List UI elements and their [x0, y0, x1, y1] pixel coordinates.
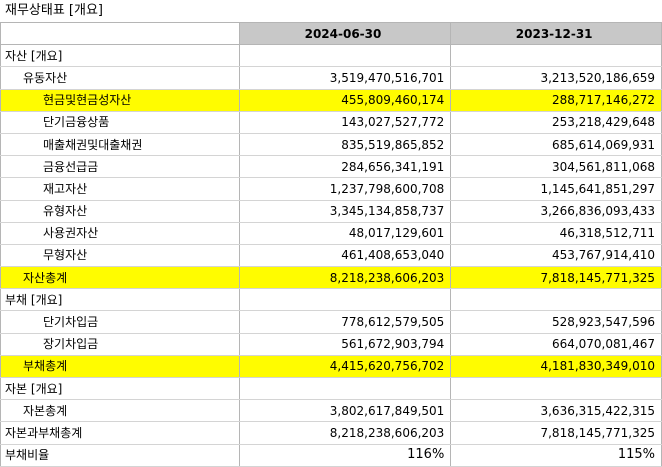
value-2024-06-30[interactable]: [238, 44, 451, 68]
value-2023-12-31[interactable]: 288,717,146,272: [450, 89, 662, 112]
value-2023-12-31[interactable]: [450, 44, 662, 68]
table-row[interactable]: 장기차입금 561,672,903,794 664,070,081,467: [0, 333, 662, 356]
value-2024-06-30[interactable]: 8,218,238,606,203: [238, 421, 451, 445]
value-2023-12-31[interactable]: 304,561,811,068: [450, 155, 662, 179]
row-label[interactable]: 부채비율: [0, 444, 240, 467]
value-2024-06-30[interactable]: 48,017,129,601: [238, 222, 451, 245]
row-label[interactable]: 금융선급금: [0, 155, 240, 179]
row-label[interactable]: 유형자산: [0, 200, 240, 223]
value-2024-06-30[interactable]: [238, 377, 451, 401]
row-label[interactable]: 현금및현금성자산: [0, 89, 240, 112]
value-2024-06-30[interactable]: 1,237,798,600,708: [238, 177, 451, 201]
row-label[interactable]: 사용권자산: [0, 222, 240, 245]
table-row[interactable]: 사용권자산 48,017,129,601 46,318,512,711: [0, 222, 662, 245]
row-label[interactable]: 매출채권및대출채권: [0, 133, 240, 157]
value-2023-12-31[interactable]: 3,636,315,422,315: [450, 399, 662, 423]
value-2023-12-31[interactable]: 685,614,069,931: [450, 133, 662, 157]
value-2023-12-31[interactable]: 453,767,914,410: [450, 244, 662, 268]
table-row[interactable]: 단기금융상품 143,027,527,772 253,218,429,648: [0, 111, 662, 134]
header-blank-cell: [0, 21, 240, 46]
table-row[interactable]: 부채 [개요]: [0, 288, 662, 312]
row-label[interactable]: 자본과부채총계: [0, 421, 240, 445]
table-row[interactable]: 부채총계 4,415,620,756,702 4,181,830,349,010: [0, 355, 662, 379]
row-label[interactable]: 장기차입금: [0, 333, 240, 356]
value-2024-06-30[interactable]: 461,408,653,040: [238, 244, 451, 268]
table-row[interactable]: 매출채권및대출채권 835,519,865,852 685,614,069,931: [0, 133, 662, 157]
balance-sheet-table: 2024-06-30 2023-12-31 자산 [개요] 유동자산 3,519,4…: [0, 21, 662, 467]
table-row[interactable]: 자본과부채총계 8,218,238,606,203 7,818,145,771,32…: [0, 421, 662, 445]
row-label[interactable]: 자산총계: [0, 266, 240, 290]
value-2023-12-31[interactable]: 115%: [450, 444, 662, 467]
value-2023-12-31[interactable]: 4,181,830,349,010: [450, 355, 662, 379]
value-2024-06-30[interactable]: 3,345,134,858,737: [238, 200, 451, 223]
row-label[interactable]: 자본총계: [0, 399, 240, 423]
table-row[interactable]: 금융선급금 284,656,341,191 304,561,811,068: [0, 155, 662, 179]
table-row[interactable]: 자산 [개요]: [0, 44, 662, 68]
value-2024-06-30[interactable]: 8,218,238,606,203: [238, 266, 451, 290]
value-2024-06-30[interactable]: 116%: [238, 444, 451, 467]
row-label[interactable]: 부채총계: [0, 355, 240, 379]
table-row[interactable]: 자본총계 3,802,617,849,501 3,636,315,422,315: [0, 399, 662, 423]
value-2024-06-30[interactable]: 455,809,460,174: [238, 89, 451, 112]
row-label[interactable]: 자본 [개요]: [0, 377, 240, 401]
table-row[interactable]: 자본 [개요]: [0, 377, 662, 401]
value-2023-12-31[interactable]: 528,923,547,596: [450, 310, 662, 334]
table-row[interactable]: 단기차입금 778,612,579,505 528,923,547,596: [0, 310, 662, 334]
value-2024-06-30[interactable]: 835,519,865,852: [238, 133, 451, 157]
value-2023-12-31[interactable]: 7,818,145,771,325: [450, 421, 662, 445]
row-label[interactable]: 무형자산: [0, 244, 240, 268]
row-label[interactable]: 단기차입금: [0, 310, 240, 334]
column-header-2023-12-31: 2023-12-31: [450, 21, 662, 46]
value-2024-06-30[interactable]: 3,519,470,516,701: [238, 66, 451, 90]
value-2023-12-31[interactable]: [450, 288, 662, 312]
value-2023-12-31[interactable]: 7,818,145,771,325: [450, 266, 662, 290]
value-2023-12-31[interactable]: 664,070,081,467: [450, 333, 662, 356]
value-2024-06-30[interactable]: 561,672,903,794: [238, 333, 451, 356]
value-2024-06-30[interactable]: [238, 288, 451, 312]
value-2024-06-30[interactable]: 3,802,617,849,501: [238, 399, 451, 423]
table-row[interactable]: 유동자산 3,519,470,516,701 3,213,520,186,659: [0, 66, 662, 90]
value-2023-12-31[interactable]: 3,213,520,186,659: [450, 66, 662, 90]
row-label[interactable]: 부채 [개요]: [0, 288, 240, 312]
column-header-2024-06-30: 2024-06-30: [238, 21, 451, 46]
table-row[interactable]: 재고자산 1,237,798,600,708 1,145,641,851,297: [0, 177, 662, 201]
table-row[interactable]: 부채비율 116% 115%: [0, 444, 662, 467]
value-2023-12-31[interactable]: 253,218,429,648: [450, 111, 662, 134]
row-label[interactable]: 단기금융상품: [0, 111, 240, 134]
header-row: 2024-06-30 2023-12-31: [0, 21, 662, 46]
row-label[interactable]: 유동자산: [0, 66, 240, 90]
sheet-title: 재무상태표 [개요]: [5, 3, 103, 18]
value-2023-12-31[interactable]: [450, 377, 662, 401]
table-row[interactable]: 유형자산 3,345,134,858,737 3,266,836,093,433: [0, 200, 662, 223]
value-2024-06-30[interactable]: 4,415,620,756,702: [238, 355, 451, 379]
value-2024-06-30[interactable]: 143,027,527,772: [238, 111, 451, 134]
table-row[interactable]: 무형자산 461,408,653,040 453,767,914,410: [0, 244, 662, 268]
table-row[interactable]: 자산총계 8,218,238,606,203 7,818,145,771,325: [0, 266, 662, 290]
row-label[interactable]: 자산 [개요]: [0, 44, 240, 68]
row-label[interactable]: 재고자산: [0, 177, 240, 201]
value-2024-06-30[interactable]: 284,656,341,191: [238, 155, 451, 179]
value-2023-12-31[interactable]: 3,266,836,093,433: [450, 200, 662, 223]
value-2023-12-31[interactable]: 46,318,512,711: [450, 222, 662, 245]
table-row[interactable]: 현금및현금성자산 455,809,460,174 288,717,146,272: [0, 89, 662, 112]
value-2023-12-31[interactable]: 1,145,641,851,297: [450, 177, 662, 201]
value-2024-06-30[interactable]: 778,612,579,505: [238, 310, 451, 334]
